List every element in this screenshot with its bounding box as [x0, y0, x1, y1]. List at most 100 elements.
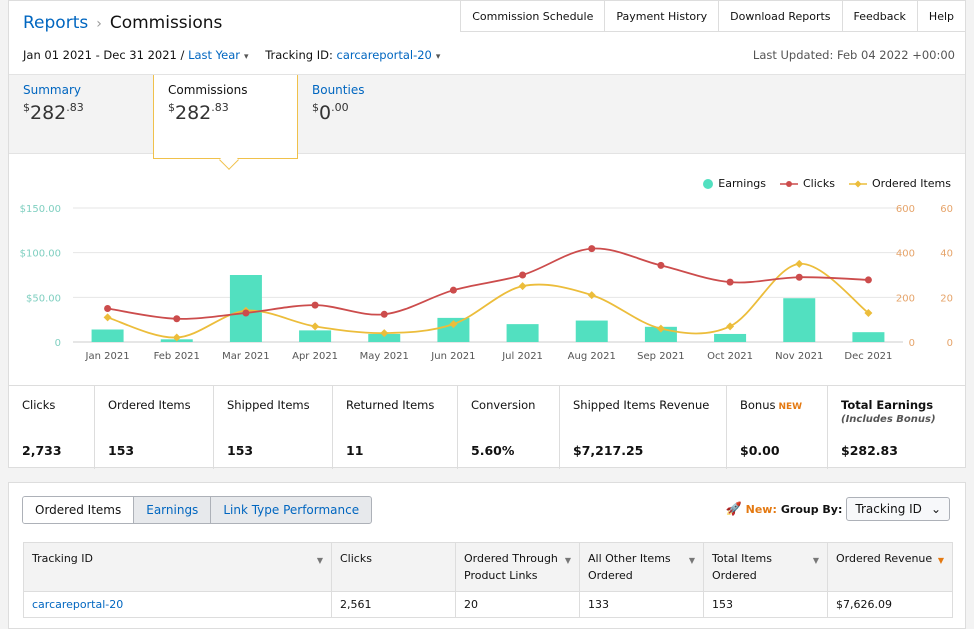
- new-label: New:: [745, 502, 777, 516]
- page-title: Commissions: [109, 13, 223, 33]
- chevron-down-icon: ▾: [244, 52, 249, 62]
- sort-caret-icon: ▼: [316, 556, 323, 565]
- x-tick-label: Apr 2021: [292, 351, 338, 362]
- cell-tracking-id[interactable]: carcareportal-20: [23, 591, 332, 618]
- x-tick-label: Oct 2021: [707, 351, 753, 362]
- col-all-other-items[interactable]: All Other Items Ordered ▼: [579, 542, 704, 592]
- group-by-value: Tracking ID: [855, 502, 922, 516]
- tab-link-type-performance[interactable]: Link Type Performance: [210, 497, 371, 523]
- left-tick-label: $100.00: [20, 249, 61, 260]
- group-by-label: Group By:: [780, 502, 843, 516]
- earnings-bar: [852, 332, 885, 342]
- right-outer-tick-label: 400: [896, 249, 915, 260]
- sort-caret-icon: ▼: [812, 556, 819, 565]
- payment-history-link[interactable]: Payment History: [604, 1, 719, 32]
- ordered-items-line: [107, 262, 869, 339]
- tab-summary-amount: $282.83: [23, 101, 84, 124]
- clicks-point: [519, 271, 527, 279]
- breadcrumb-reports-link[interactable]: Reports: [23, 13, 89, 33]
- period-dropdown[interactable]: Last Year ▾: [188, 48, 249, 62]
- stat-total-earnings: Total Earnings (Includes Bonus) $282.83: [841, 398, 936, 458]
- earnings-bar: [783, 298, 816, 342]
- tab-commissions-amount: $282.83: [168, 101, 229, 124]
- right-inner-tick-label: 0: [947, 338, 953, 349]
- tracking-id-link[interactable]: carcareportal-20: [32, 598, 124, 611]
- ordered-items-point: [172, 333, 181, 342]
- breadcrumb-separator: ›: [96, 16, 102, 32]
- stats-bar: Clicks 2,733 Ordered Items 153 Shipped Ite…: [9, 385, 965, 469]
- ordered-items-point: [587, 291, 596, 300]
- clicks-point: [311, 301, 319, 309]
- feedback-link[interactable]: Feedback: [841, 1, 917, 32]
- clicks-point: [449, 286, 457, 294]
- left-tick-label: 0: [55, 338, 61, 349]
- tab-summary[interactable]: Summary $282.83: [23, 83, 84, 124]
- earnings-bar: [714, 333, 747, 342]
- x-tick-label: Feb 2021: [154, 351, 200, 362]
- chevron-down-icon: ⌄: [930, 502, 941, 516]
- cell-ordered-revenue: $7,626.09: [827, 591, 953, 618]
- right-outer-tick-label: 0: [909, 338, 915, 349]
- clicks-point: [588, 245, 596, 253]
- breadcrumb: Reports › Commissions: [23, 13, 222, 33]
- right-inner-tick-label: 20: [940, 293, 953, 304]
- x-tick-label: May 2021: [360, 351, 409, 362]
- group-by-select[interactable]: Tracking ID ⌄: [846, 497, 950, 521]
- tab-commissions[interactable]: Commissions $282.83: [153, 75, 298, 159]
- tab-ordered-items[interactable]: Ordered Items: [23, 497, 134, 523]
- sort-caret-icon: ▼: [937, 556, 944, 565]
- clicks-point: [242, 309, 250, 317]
- tab-summary-label: Summary: [23, 83, 81, 97]
- cell-clicks: 2,561: [331, 591, 456, 618]
- sort-caret-icon: ▼: [688, 556, 695, 565]
- right-outer-tick-label: 200: [896, 293, 915, 304]
- stat-clicks: Clicks 2,733: [9, 386, 95, 469]
- ordered-items-point: [518, 282, 527, 291]
- stat-returned-items: Returned Items 11: [333, 386, 458, 469]
- x-tick-label: Mar 2021: [222, 351, 270, 362]
- clicks-swatch: [780, 178, 798, 191]
- earnings-bar: [506, 324, 539, 342]
- legend-ordered-items[interactable]: Ordered Items: [848, 177, 951, 191]
- col-total-items[interactable]: Total Items Ordered ▼: [703, 542, 828, 592]
- legend-earnings[interactable]: Earnings: [703, 177, 766, 191]
- tracking-id-label: Tracking ID:: [265, 48, 333, 62]
- earnings-swatch: [703, 179, 714, 189]
- tab-bounties[interactable]: Bounties $0.00: [312, 83, 364, 124]
- help-link[interactable]: Help: [916, 1, 965, 32]
- clicks-point: [864, 276, 872, 284]
- tab-commissions-label: Commissions: [168, 83, 248, 97]
- commissions-chart: $150.00 600 60$100.00 400 40$50.00 200 200 0 0Ja…: [20, 204, 953, 362]
- last-updated: Last Updated: Feb 04 2022 +00:00: [752, 48, 955, 62]
- x-tick-label: Nov 2021: [775, 351, 823, 362]
- col-ordered-revenue[interactable]: Ordered Revenue ▼: [827, 542, 953, 592]
- clicks-point: [104, 305, 112, 312]
- left-tick-label: $150.00: [20, 204, 61, 215]
- ordered-items-point: [864, 308, 873, 317]
- col-tracking-id[interactable]: Tracking ID ▼: [23, 542, 332, 592]
- tracking-id-dropdown[interactable]: carcareportal-20 ▾: [337, 48, 441, 62]
- tab-earnings[interactable]: Earnings: [133, 497, 210, 523]
- new-badge: NEW: [778, 402, 803, 412]
- legend-clicks[interactable]: Clicks: [780, 177, 835, 191]
- download-reports-link[interactable]: Download Reports: [718, 1, 842, 32]
- x-tick-label: Sep 2021: [637, 351, 684, 362]
- right-inner-tick-label: 40: [940, 249, 953, 260]
- earnings-bar: [299, 330, 332, 342]
- clicks-line: [107, 247, 869, 320]
- clicks-point: [726, 278, 734, 286]
- commissions-panel: Reports › Commissions Commission Schedule …: [8, 0, 966, 469]
- ordered-items-table: Tracking ID ▼ Clicks Ordered Through Prod…: [23, 542, 953, 618]
- tab-bounties-amount: $0.00: [312, 101, 349, 124]
- stat-ordered-items: Ordered Items 153: [95, 386, 214, 469]
- col-ordered-through-links[interactable]: Ordered Through Product Links ▼: [455, 542, 580, 592]
- stat-shipped-revenue: Shipped Items Revenue $7,217.25: [560, 386, 727, 469]
- earnings-bar: [368, 333, 401, 342]
- cell-ordered-through-links: 20: [455, 591, 580, 618]
- commission-schedule-link[interactable]: Commission Schedule: [460, 1, 605, 32]
- chart-legend: Earnings Clicks Ordered Items: [703, 177, 951, 191]
- col-clicks[interactable]: Clicks: [331, 542, 456, 592]
- x-tick-label: Aug 2021: [568, 351, 616, 362]
- clicks-point: [795, 273, 803, 281]
- tab-bounties-label: Bounties: [312, 83, 365, 97]
